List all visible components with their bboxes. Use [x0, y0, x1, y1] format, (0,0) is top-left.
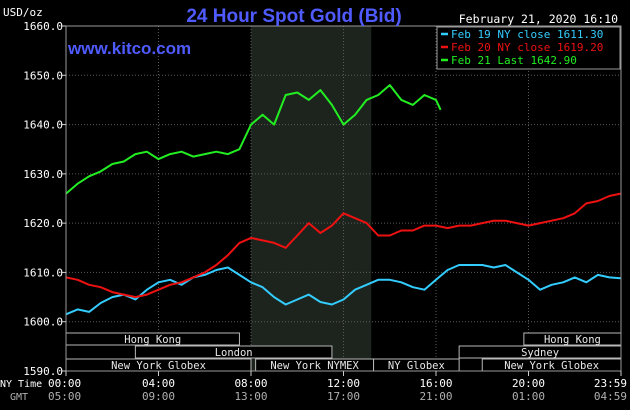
series-lines [65, 84, 621, 316]
y-axis-unit-label: USD/oz [3, 6, 43, 19]
session-label: Hong Kong [544, 334, 601, 346]
y-tick-label: 1590.0 [23, 365, 63, 378]
gmt-tick-label: 17:00 [327, 390, 360, 403]
session-bar: New York NYMEX [255, 358, 375, 372]
y-tick-label: 1660.0 [23, 20, 63, 33]
series-line [65, 84, 442, 195]
legend-box [436, 26, 621, 70]
y-tick-label: 1630.0 [23, 168, 63, 181]
y-tick-label: 1640.0 [23, 119, 63, 132]
session-label: NY Globex [388, 360, 445, 372]
ny-time-tick-label: 16:00 [419, 377, 452, 390]
kitco-watermark: www.kitco.com [67, 39, 191, 58]
chart-title: 24 Hour Spot Gold (Bid) [186, 6, 401, 27]
gmt-tick-label: 21:00 [419, 390, 452, 403]
legend-entry: Feb 20 NY close 1619.20 [451, 41, 603, 54]
session-label: New York Globex [504, 360, 599, 372]
y-tick-label: 1650.0 [23, 69, 63, 82]
legend-entry: Feb 19 NY close 1611.30 [451, 28, 603, 41]
legend-entry: Feb 21 Last 1642.90 [451, 54, 577, 67]
ny-time-tick-label: 23:59 [594, 377, 627, 390]
gmt-tick-label: 04:59 [594, 390, 627, 403]
session-bar: NY Globex [373, 358, 460, 372]
ny-time-axis-label: NY Time [0, 379, 42, 390]
session-bar: New York Globex [481, 358, 622, 372]
y-tick-label: 1610.0 [23, 266, 63, 279]
session-label: London [215, 347, 253, 359]
session-label: Hong Kong [124, 334, 181, 346]
series-line [65, 264, 621, 316]
session-bar: London [134, 345, 333, 359]
y-axis-ticks: 1660.0 1650.0 1640.0 1630.0 1620.0 1610.0 1600… [23, 20, 66, 378]
session-label: New York NYMEX [270, 360, 359, 372]
ny-time-tick-label: 00:00 [48, 377, 81, 390]
ny-time-tick-label: 04:00 [142, 377, 175, 390]
session-bar-box [134, 345, 333, 359]
session-label: New York Globex [111, 360, 206, 372]
gmt-tick-label: 09:00 [142, 390, 175, 403]
gmt-tick-label: 13:00 [234, 390, 267, 403]
chart-date: February 21, 2020 16:10 [459, 12, 618, 26]
session-bar: Hong Kong [65, 332, 240, 346]
ny-time-tick-label: 12:00 [327, 377, 360, 390]
session-label: Sydney [521, 347, 559, 359]
session-bar: New York Globex [65, 358, 252, 372]
session-bar: Hong Kong [523, 332, 622, 346]
gmt-tick-label: 05:00 [48, 390, 81, 403]
gmt-axis-label: GMT [10, 392, 28, 403]
ny-time-tick-label: 20:00 [512, 377, 545, 390]
gmt-tick-label: 01:00 [512, 390, 545, 403]
nymex-session-highlight [251, 26, 372, 371]
y-tick-label: 1620.0 [23, 217, 63, 230]
ny-time-tick-label: 08:00 [234, 377, 267, 390]
session-bar: Sydney [458, 345, 622, 359]
y-tick-label: 1600.0 [23, 316, 63, 329]
series-line [65, 192, 621, 299]
